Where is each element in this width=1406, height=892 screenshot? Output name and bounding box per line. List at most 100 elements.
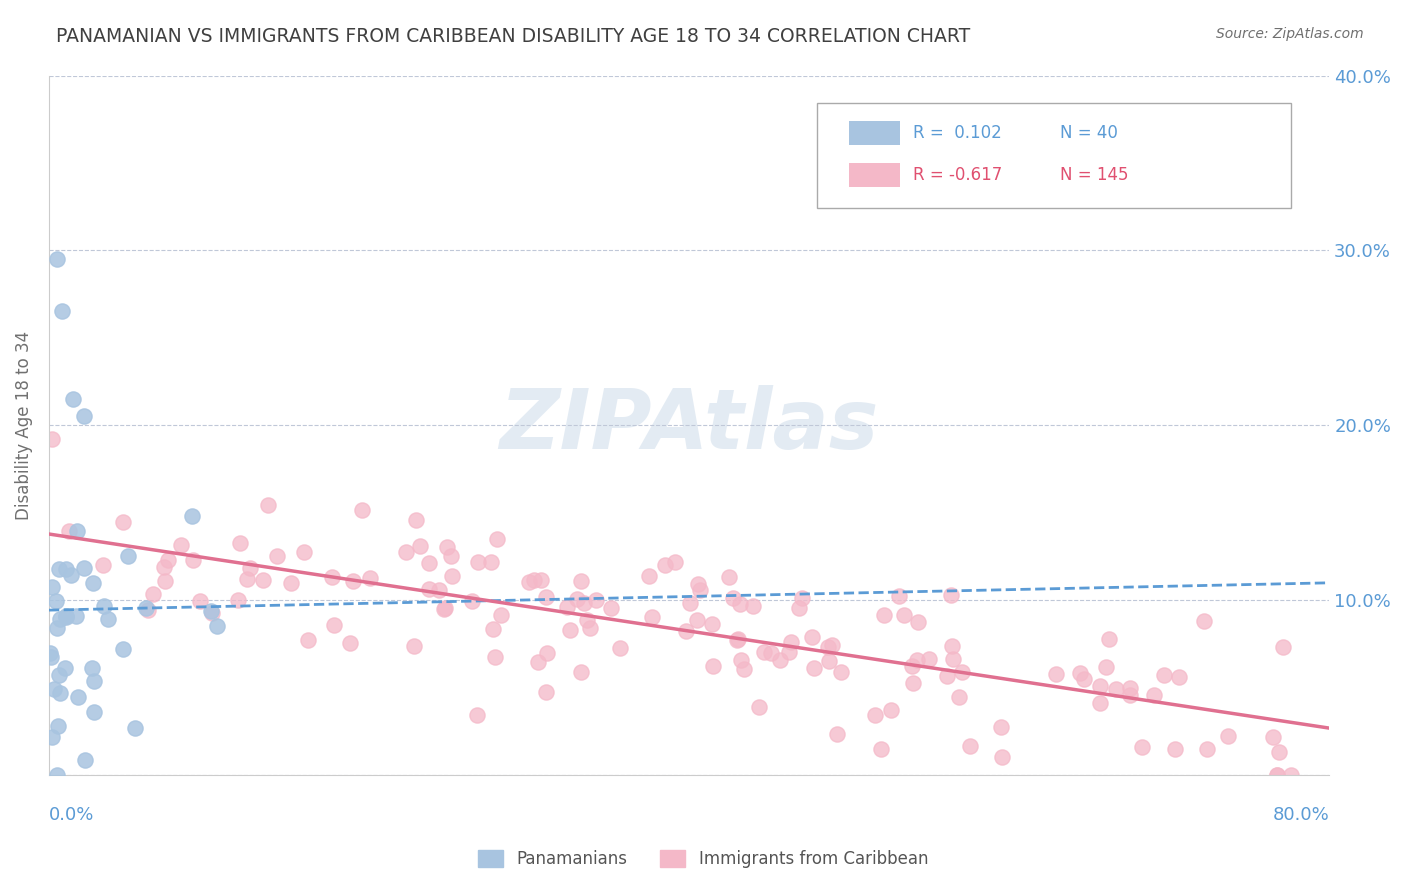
Point bbox=[991, 749, 1014, 764]
Point bbox=[49, 685, 72, 699]
Text: 0.0%: 0.0% bbox=[49, 806, 94, 824]
Point bbox=[482, 622, 505, 636]
Point bbox=[718, 570, 741, 584]
Point bbox=[479, 555, 502, 569]
FancyBboxPatch shape bbox=[849, 163, 900, 187]
Text: N = 145: N = 145 bbox=[1060, 166, 1129, 184]
Point bbox=[778, 645, 800, 659]
Point bbox=[359, 571, 381, 585]
Point bbox=[200, 604, 222, 618]
Point bbox=[534, 684, 557, 698]
Point bbox=[80, 661, 103, 675]
Point bbox=[82, 575, 104, 590]
Point bbox=[759, 646, 782, 660]
Point bbox=[1094, 659, 1116, 673]
Point bbox=[941, 640, 963, 654]
Point bbox=[880, 703, 903, 717]
Point bbox=[1265, 767, 1288, 781]
Point bbox=[555, 600, 578, 615]
Point bbox=[1168, 670, 1191, 684]
Text: Source: ZipAtlas.com: Source: ZipAtlas.com bbox=[1216, 27, 1364, 41]
Point bbox=[48, 612, 70, 626]
Point bbox=[73, 753, 96, 767]
Point bbox=[48, 668, 70, 682]
Point bbox=[461, 594, 484, 608]
Point bbox=[787, 600, 810, 615]
Point bbox=[441, 568, 464, 582]
Point bbox=[527, 655, 550, 669]
Point bbox=[939, 589, 962, 603]
Point bbox=[948, 690, 970, 704]
Point bbox=[229, 536, 252, 550]
Point bbox=[905, 653, 928, 667]
Text: R = -0.617: R = -0.617 bbox=[912, 166, 1002, 184]
Point bbox=[136, 603, 159, 617]
Point bbox=[1119, 688, 1142, 702]
Point bbox=[93, 558, 115, 572]
Point bbox=[440, 549, 463, 563]
Point bbox=[236, 572, 259, 586]
Point bbox=[818, 654, 841, 668]
Point bbox=[41, 581, 63, 595]
Point bbox=[59, 567, 82, 582]
Point bbox=[46, 252, 69, 266]
Point bbox=[1088, 696, 1111, 710]
Point bbox=[46, 767, 69, 781]
Point bbox=[575, 613, 598, 627]
Point bbox=[1263, 731, 1285, 745]
Point bbox=[600, 600, 623, 615]
Point bbox=[339, 635, 361, 649]
Point bbox=[558, 623, 581, 637]
Point bbox=[863, 707, 886, 722]
Point bbox=[942, 652, 965, 666]
Point bbox=[142, 587, 165, 601]
Point bbox=[62, 392, 84, 406]
Point bbox=[990, 720, 1012, 734]
Point bbox=[1216, 729, 1239, 743]
Point bbox=[51, 304, 73, 318]
Point bbox=[73, 409, 96, 424]
Point bbox=[418, 582, 440, 596]
Point bbox=[1130, 739, 1153, 754]
Point bbox=[257, 498, 280, 512]
Point bbox=[675, 624, 697, 638]
Point bbox=[825, 726, 848, 740]
Y-axis label: Disability Age 18 to 34: Disability Age 18 to 34 bbox=[15, 330, 32, 520]
Point bbox=[959, 739, 981, 753]
Point bbox=[873, 607, 896, 622]
Text: PANAMANIAN VS IMMIGRANTS FROM CARIBBEAN DISABILITY AGE 18 TO 34 CORRELATION CHAR: PANAMANIAN VS IMMIGRANTS FROM CARIBBEAN … bbox=[56, 27, 970, 45]
Point bbox=[523, 573, 546, 587]
Point bbox=[266, 549, 288, 563]
Point bbox=[111, 641, 134, 656]
Point bbox=[1090, 680, 1112, 694]
FancyBboxPatch shape bbox=[817, 103, 1291, 209]
Point bbox=[530, 573, 553, 587]
Point bbox=[39, 646, 62, 660]
Point bbox=[936, 669, 959, 683]
Point bbox=[817, 640, 839, 655]
Point bbox=[55, 562, 77, 576]
Point bbox=[748, 700, 770, 714]
Point bbox=[486, 532, 509, 546]
Point bbox=[1281, 767, 1303, 781]
Point bbox=[297, 632, 319, 647]
Point bbox=[83, 705, 105, 719]
Point bbox=[55, 609, 77, 624]
Point bbox=[803, 661, 825, 675]
Point bbox=[226, 592, 249, 607]
Point bbox=[950, 665, 973, 679]
Point bbox=[55, 661, 77, 675]
Point bbox=[66, 524, 89, 538]
Point bbox=[893, 608, 915, 623]
Point bbox=[654, 558, 676, 572]
Point bbox=[46, 622, 69, 636]
Point bbox=[436, 540, 458, 554]
Point bbox=[153, 560, 176, 574]
Text: R =  0.102: R = 0.102 bbox=[912, 124, 1002, 142]
Point bbox=[678, 596, 700, 610]
Point bbox=[418, 556, 440, 570]
Point bbox=[395, 544, 418, 558]
Point bbox=[280, 576, 302, 591]
Point bbox=[1192, 614, 1215, 628]
Point bbox=[1153, 668, 1175, 682]
